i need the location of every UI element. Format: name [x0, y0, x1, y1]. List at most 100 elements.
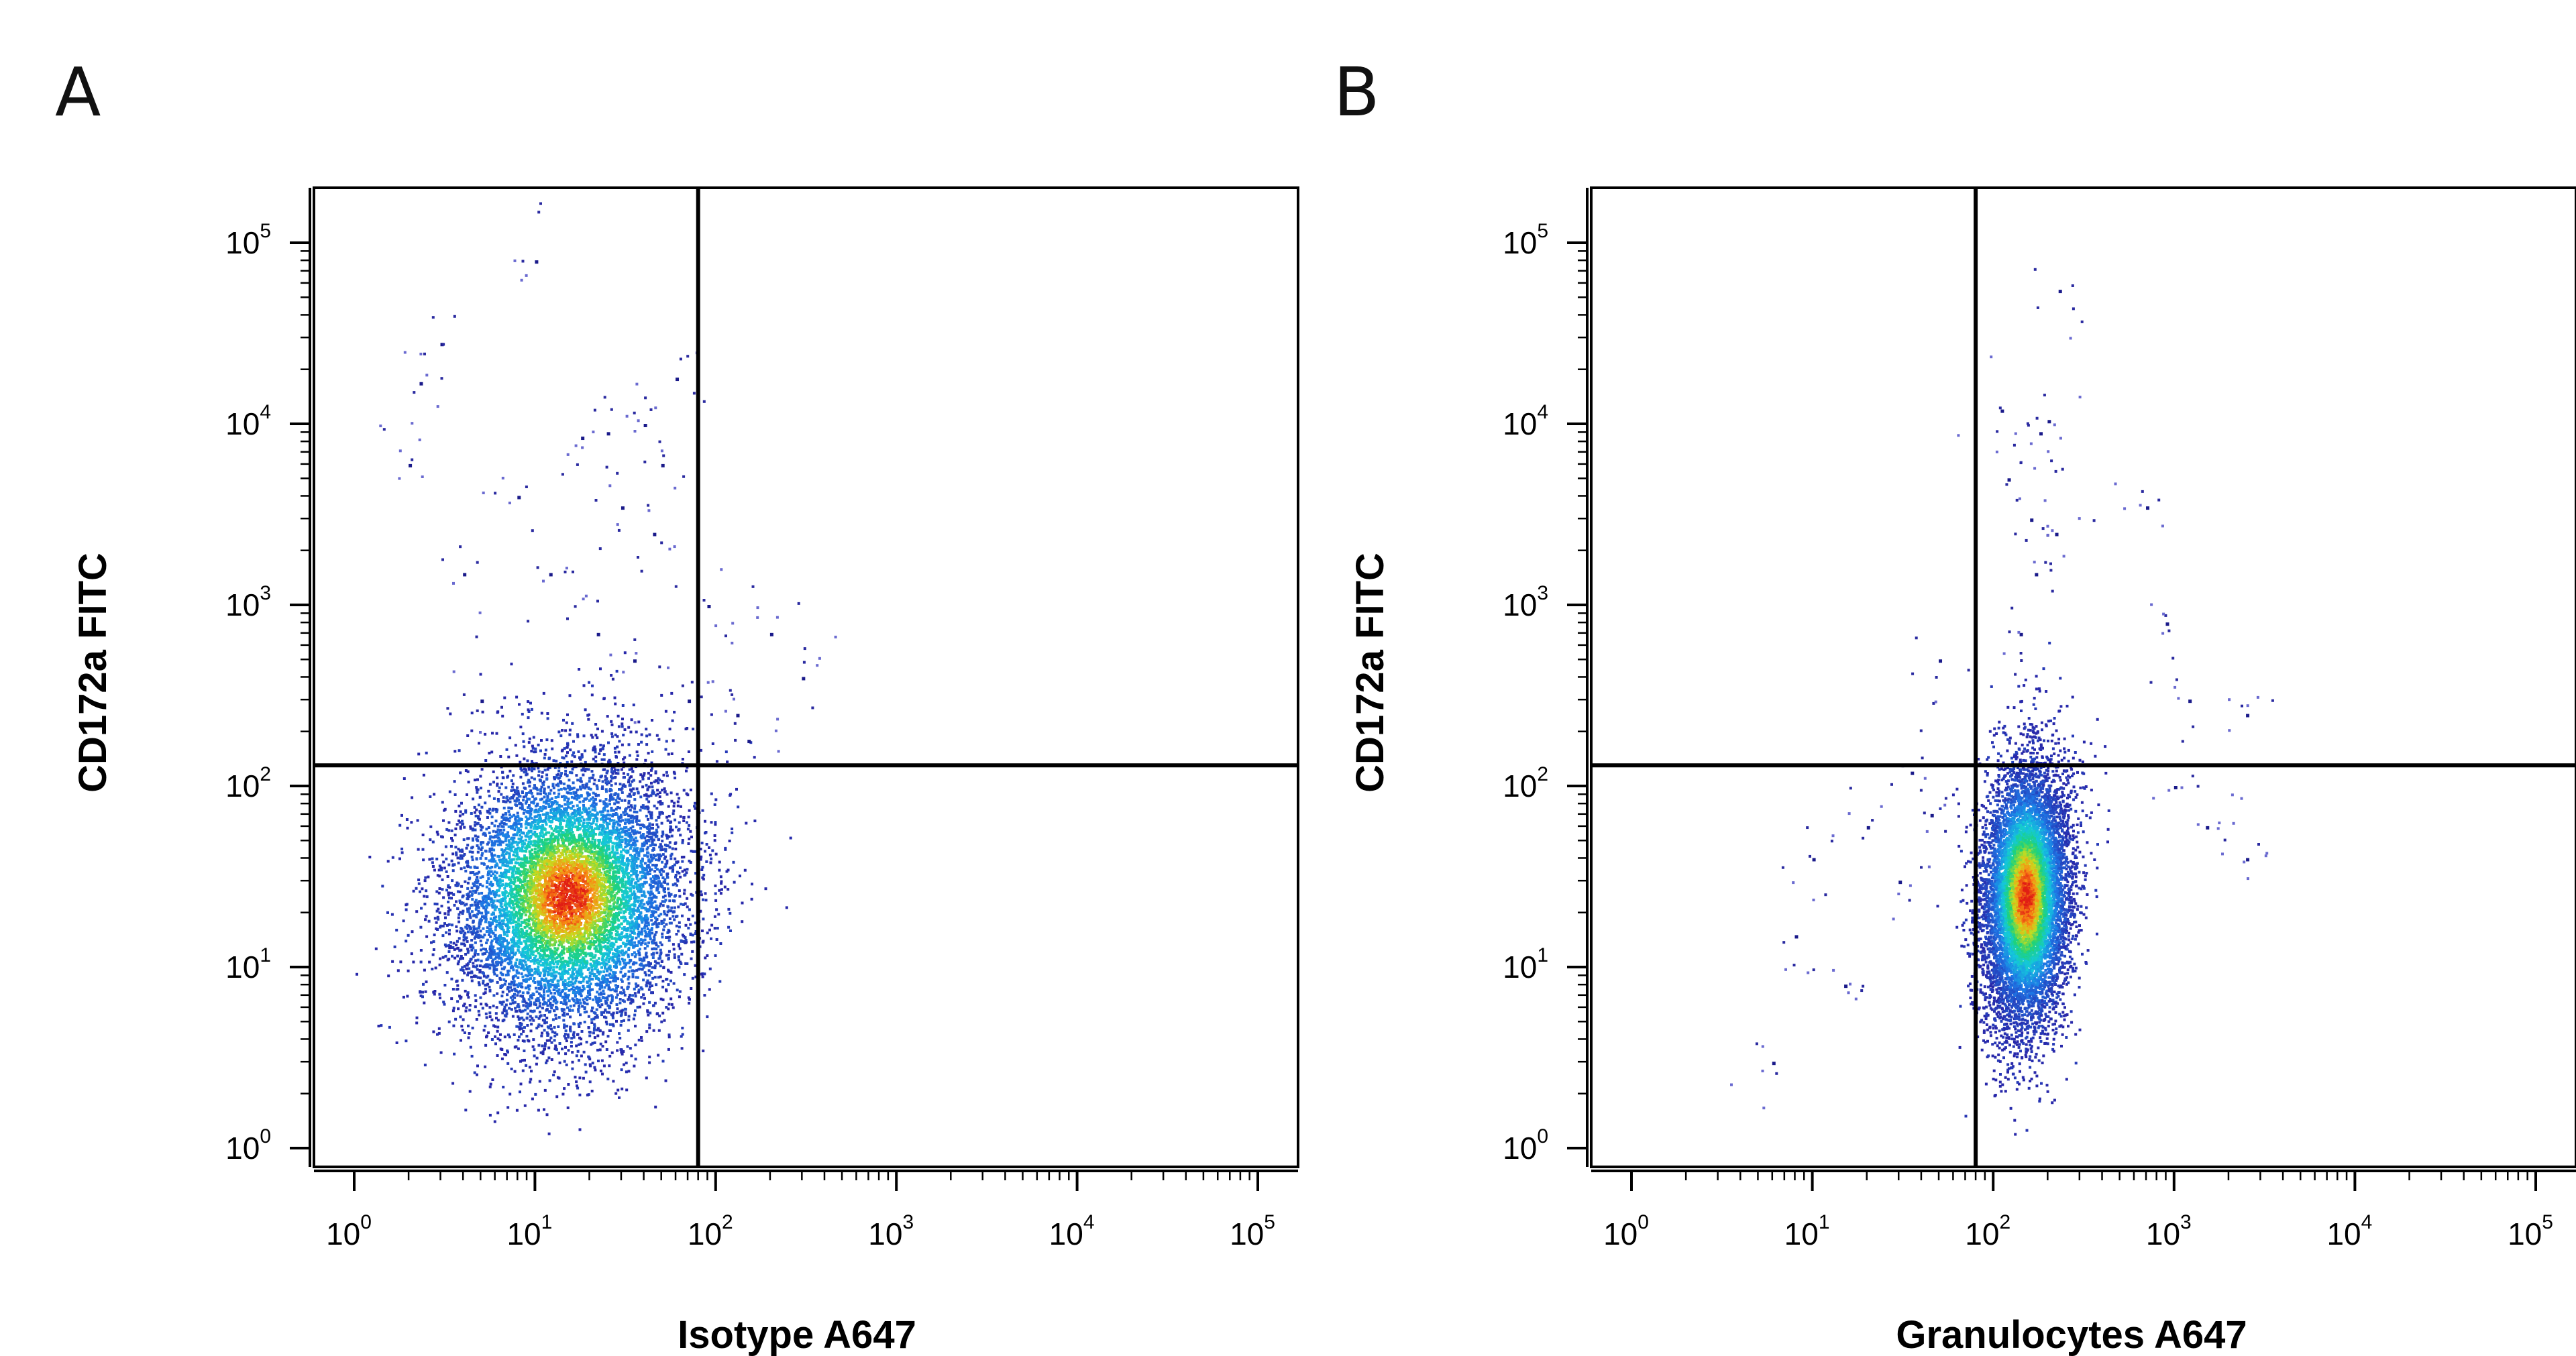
event-dot [608, 760, 612, 764]
event-dot [449, 908, 452, 911]
event-dot [402, 919, 405, 923]
event-dot [504, 913, 508, 917]
event-dot [578, 921, 581, 924]
event-dot [550, 1041, 553, 1044]
event-dot [658, 853, 661, 856]
event-dot [466, 918, 469, 921]
event-dot [466, 948, 470, 951]
event-dot [525, 910, 529, 913]
event-dot [484, 987, 487, 991]
event-dot [670, 799, 674, 803]
event-dot [647, 969, 651, 972]
event-dot [623, 799, 627, 802]
event-dot [684, 902, 687, 905]
event-dot [653, 832, 657, 835]
event-dot [528, 890, 531, 893]
event-dot [594, 945, 598, 948]
event-dot [629, 844, 633, 847]
event-dot [480, 768, 484, 771]
event-dot [583, 1006, 586, 1009]
event-dot [566, 875, 569, 879]
event-dot [608, 1023, 612, 1026]
event-dot [488, 1011, 492, 1015]
event-dot [513, 1033, 516, 1036]
event-dot [464, 931, 467, 935]
event-dot [613, 851, 616, 854]
event-dot [561, 869, 564, 872]
event-dot [655, 793, 658, 797]
event-dot [533, 933, 537, 936]
event-dot [549, 968, 552, 972]
event-dot [506, 869, 508, 872]
event-dot [498, 939, 501, 942]
event-dot [450, 897, 453, 900]
event-dot [605, 837, 608, 840]
event-dot [637, 896, 641, 899]
event-dot [502, 806, 506, 809]
event-dot [608, 923, 611, 927]
event-dot [472, 919, 475, 923]
event-dot [458, 913, 461, 916]
event-dot [466, 907, 469, 911]
event-dot [399, 960, 402, 964]
event-dot [605, 846, 608, 850]
event-dot [526, 932, 529, 936]
event-dot [604, 914, 608, 917]
event-dot [607, 960, 610, 963]
event-dot [412, 889, 415, 893]
event-dot [668, 841, 672, 844]
event-dot [537, 894, 540, 897]
event-dot [583, 924, 586, 927]
event-dot [593, 745, 596, 748]
event-dot [627, 995, 631, 999]
event-dot [652, 895, 655, 899]
event-dot [648, 883, 651, 887]
event-dot [515, 821, 518, 824]
event-dot [667, 1033, 671, 1037]
event-dot [506, 918, 509, 921]
event-dot [551, 881, 554, 884]
event-dot [531, 1097, 534, 1100]
event-dot [490, 822, 494, 825]
event-dot [462, 957, 464, 960]
event-dot [647, 923, 650, 927]
event-dot [563, 1035, 566, 1037]
event-dot [429, 838, 432, 842]
event-dot [578, 820, 581, 824]
event-dot [578, 1006, 581, 1009]
event-dot [686, 828, 690, 831]
event-dot [532, 921, 535, 924]
event-dot [466, 973, 470, 976]
event-dot [468, 912, 472, 915]
event-dot [639, 915, 643, 919]
event-dot [633, 798, 637, 801]
event-dot [549, 964, 552, 968]
event-dot [494, 891, 498, 895]
event-dot [664, 863, 667, 866]
event-dot [621, 1052, 624, 1056]
event-dot [639, 827, 643, 830]
event-dot [468, 1090, 472, 1093]
event-dot [560, 923, 564, 927]
event-dot [635, 866, 639, 869]
event-dot [559, 958, 563, 961]
event-dot [532, 980, 535, 982]
event-dot [629, 925, 632, 928]
event-dot [586, 824, 590, 827]
event-dot [603, 1015, 606, 1019]
event-dot [685, 821, 688, 824]
event-dot [550, 815, 553, 819]
event-dot [531, 918, 534, 921]
event-dot [487, 921, 490, 924]
event-dot [545, 801, 548, 805]
event-dot [476, 1073, 478, 1076]
event-dot [571, 824, 574, 827]
event-dot [511, 1015, 515, 1018]
event-dot [508, 856, 511, 860]
event-dot [577, 750, 580, 753]
event-dot [568, 910, 571, 913]
event-dot [535, 986, 537, 990]
event-dot [578, 860, 581, 863]
event-dot [635, 976, 638, 979]
event-dot [454, 827, 458, 830]
